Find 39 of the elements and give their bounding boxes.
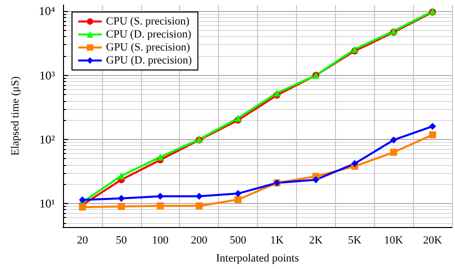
x-tick-label: 500 [230, 234, 247, 246]
x-tick-label: 1K [270, 234, 284, 246]
legend-label: GPU (D. precision) [106, 54, 192, 66]
point [390, 148, 398, 156]
point [78, 196, 86, 204]
point [429, 131, 436, 138]
x-tick-label: 10K [384, 234, 404, 246]
point [156, 154, 164, 161]
point [234, 196, 242, 204]
point [78, 204, 86, 211]
x-tick-label: 5K [348, 234, 362, 246]
point [312, 176, 320, 184]
x-tick-label: 20K [423, 234, 442, 246]
y-tick-label: 10² [39, 132, 56, 146]
legend-label: CPU (D. precision) [106, 28, 192, 40]
legend-label: CPU (S. precision) [106, 16, 190, 28]
x-tick-label: 50 [116, 234, 128, 246]
point [196, 192, 203, 200]
point [234, 190, 242, 198]
x-tick-label: 20 [76, 234, 88, 246]
point [196, 202, 203, 210]
point [156, 202, 164, 210]
x-tick-label: 100 [152, 234, 169, 246]
point [118, 194, 125, 202]
y-tick-label: 10¹ [39, 196, 56, 211]
y-tick-label: 10³ [39, 68, 56, 82]
x-tick-label: 2K [309, 234, 323, 246]
point [156, 192, 164, 200]
point [429, 122, 436, 130]
y-axis-title: Elapsed time (μS) [10, 76, 22, 156]
point [118, 172, 125, 180]
legend-label: GPU (S. precision) [106, 42, 190, 54]
point [351, 160, 358, 168]
y-tick-label: 10⁴ [38, 4, 55, 18]
point [118, 202, 125, 210]
point [273, 89, 280, 96]
x-axis-title: Interpolated points [216, 252, 299, 264]
point [390, 136, 398, 144]
x-tick-label: 200 [190, 234, 208, 246]
